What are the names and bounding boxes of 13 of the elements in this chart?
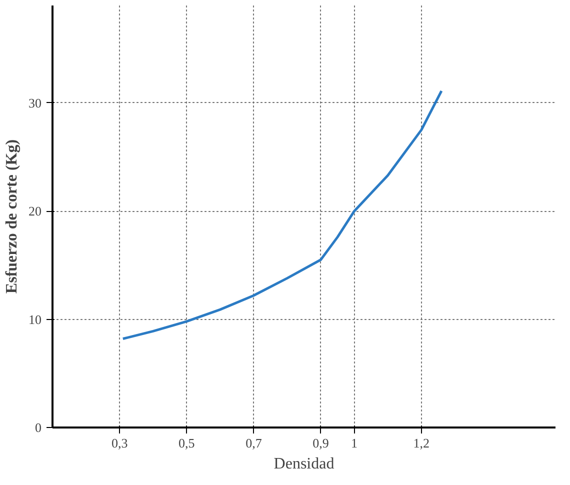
x-tick-label: 1,2 bbox=[413, 436, 430, 450]
x-tick-label: 1 bbox=[351, 436, 358, 450]
x-tick-label: 0,9 bbox=[312, 436, 329, 450]
y-tick-label: 20 bbox=[28, 204, 42, 219]
y-axis-title: Esfuerzo de corte (Kg) bbox=[4, 139, 20, 294]
x-tick-label: 0,7 bbox=[246, 436, 262, 450]
y-tick-label: 30 bbox=[28, 95, 42, 110]
x-tick-label: 0,5 bbox=[178, 436, 195, 450]
x-axis-title: Densidad bbox=[274, 456, 334, 472]
x-tick-label: 0,3 bbox=[111, 436, 128, 450]
y-tick-label: 0 bbox=[35, 420, 42, 435]
line-series bbox=[122, 90, 443, 340]
y-tick-label: 10 bbox=[28, 312, 42, 327]
